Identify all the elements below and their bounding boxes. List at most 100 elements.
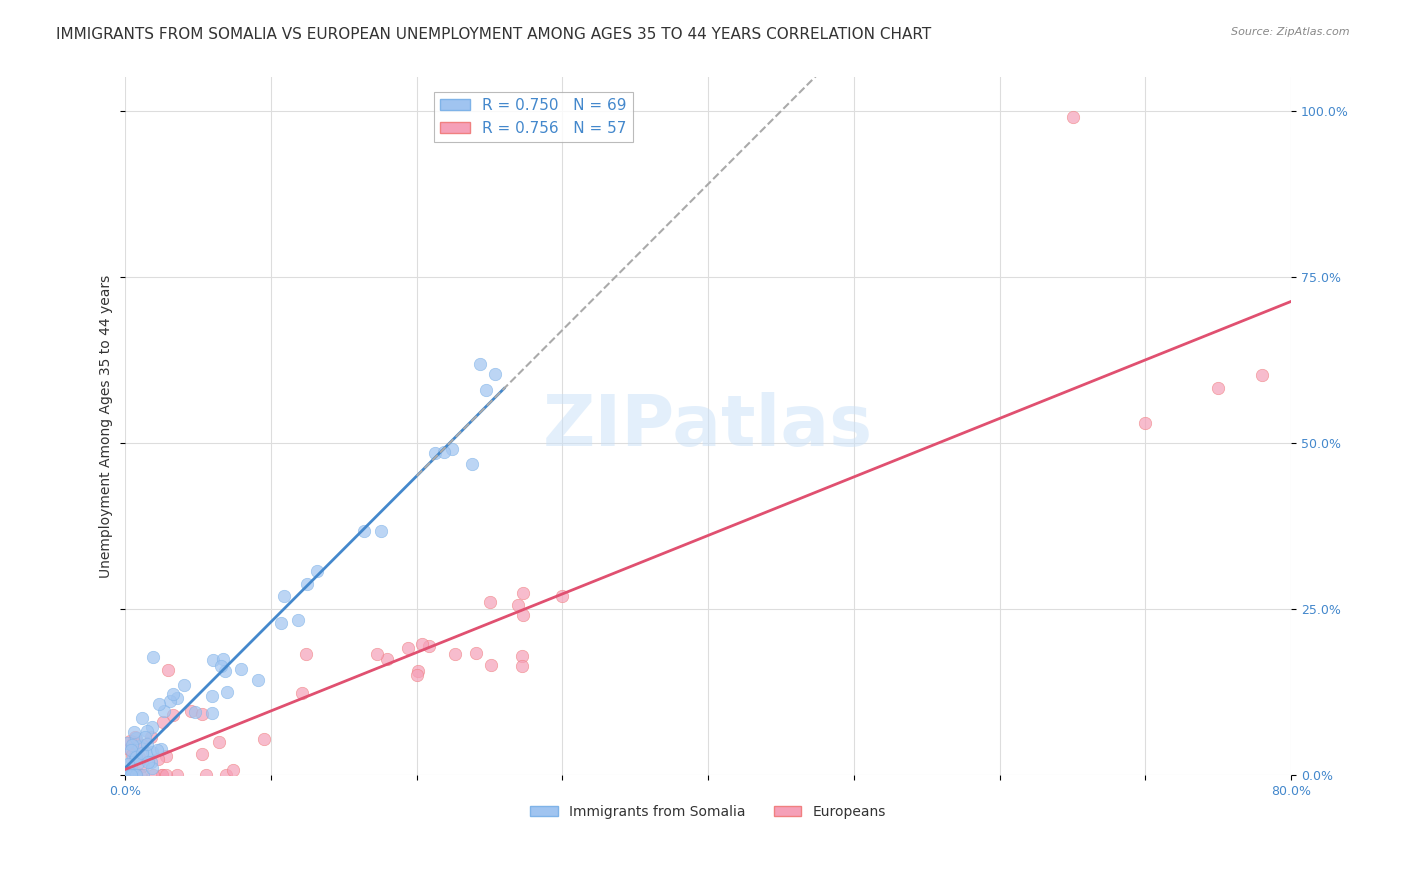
Point (125, 731, 148, 746)
Point (461, 457, 484, 471)
Point (191, 706, 214, 721)
Point (180, 704, 202, 718)
Point (432, 444, 454, 458)
Point (120, 768, 142, 782)
Point (366, 647, 388, 661)
Point (155, 768, 177, 782)
Point (120, 768, 142, 782)
Point (173, 677, 195, 691)
Point (425, 446, 447, 460)
Point (512, 585, 534, 599)
Point (142, 649, 165, 664)
Point (194, 768, 217, 782)
Point (506, 598, 529, 612)
Point (146, 752, 169, 766)
Point (115, 768, 138, 782)
Point (131, 711, 153, 725)
Point (124, 768, 146, 782)
Text: ZIPatlas: ZIPatlas (543, 392, 873, 461)
Point (128, 739, 150, 753)
Point (156, 663, 179, 677)
Point (120, 768, 142, 782)
Point (136, 755, 159, 769)
Point (353, 524, 375, 538)
Point (121, 748, 143, 763)
Point (127, 756, 149, 770)
Point (148, 697, 170, 711)
Point (1208, 381, 1230, 395)
Point (201, 706, 224, 720)
Point (474, 384, 496, 398)
Point (135, 724, 157, 739)
Text: Source: ZipAtlas.com: Source: ZipAtlas.com (1232, 27, 1350, 37)
Point (120, 764, 142, 779)
Point (162, 708, 184, 723)
Point (155, 748, 177, 763)
Point (141, 761, 163, 775)
Point (470, 358, 492, 372)
Point (166, 768, 188, 782)
Point (440, 442, 463, 457)
Point (121, 734, 143, 748)
Point (120, 768, 142, 782)
Point (118, 734, 141, 748)
Point (405, 667, 427, 681)
Point (1135, 416, 1157, 430)
Point (152, 704, 174, 718)
Point (512, 607, 534, 622)
Text: IMMIGRANTS FROM SOMALIA VS EUROPEAN UNEMPLOYMENT AMONG AGES 35 TO 44 YEARS CORRE: IMMIGRANTS FROM SOMALIA VS EUROPEAN UNEM… (56, 27, 932, 42)
Point (184, 705, 207, 719)
Point (115, 768, 138, 782)
Point (121, 738, 143, 752)
Point (297, 576, 319, 591)
Point (118, 768, 141, 782)
Point (212, 651, 235, 665)
Point (124, 765, 146, 780)
Legend: Immigrants from Somalia, Europeans: Immigrants from Somalia, Europeans (524, 799, 891, 824)
Point (142, 768, 165, 782)
Point (141, 720, 163, 734)
Point (125, 768, 148, 782)
Point (121, 753, 143, 767)
Point (128, 749, 150, 764)
Point (221, 764, 243, 778)
Point (215, 768, 238, 782)
Point (305, 564, 328, 578)
Point (295, 648, 318, 662)
Point (231, 662, 253, 676)
Point (115, 768, 138, 782)
Point (479, 657, 502, 672)
Point (117, 756, 139, 771)
Point (396, 640, 419, 655)
Point (201, 652, 224, 666)
Point (135, 737, 157, 751)
Point (510, 648, 533, 663)
Point (1062, 111, 1084, 125)
Point (134, 730, 156, 744)
Point (124, 730, 146, 744)
Point (150, 768, 173, 782)
Point (150, 741, 173, 756)
Point (131, 739, 153, 753)
Point (166, 691, 188, 706)
Point (287, 613, 309, 627)
Point (270, 615, 292, 630)
Point (118, 768, 141, 782)
Point (484, 368, 506, 382)
Point (124, 768, 146, 782)
Point (510, 658, 533, 673)
Point (122, 725, 145, 739)
Point (291, 686, 314, 700)
Point (141, 745, 163, 759)
Point (253, 731, 276, 746)
Point (135, 746, 157, 760)
Point (124, 748, 146, 763)
Point (129, 768, 152, 782)
Point (159, 693, 181, 707)
Point (120, 768, 142, 782)
Point (150, 768, 173, 782)
Point (132, 759, 155, 773)
Point (377, 652, 399, 666)
Y-axis label: Unemployment Among Ages 35 to 44 years: Unemployment Among Ages 35 to 44 years (100, 275, 114, 578)
Point (217, 685, 239, 699)
